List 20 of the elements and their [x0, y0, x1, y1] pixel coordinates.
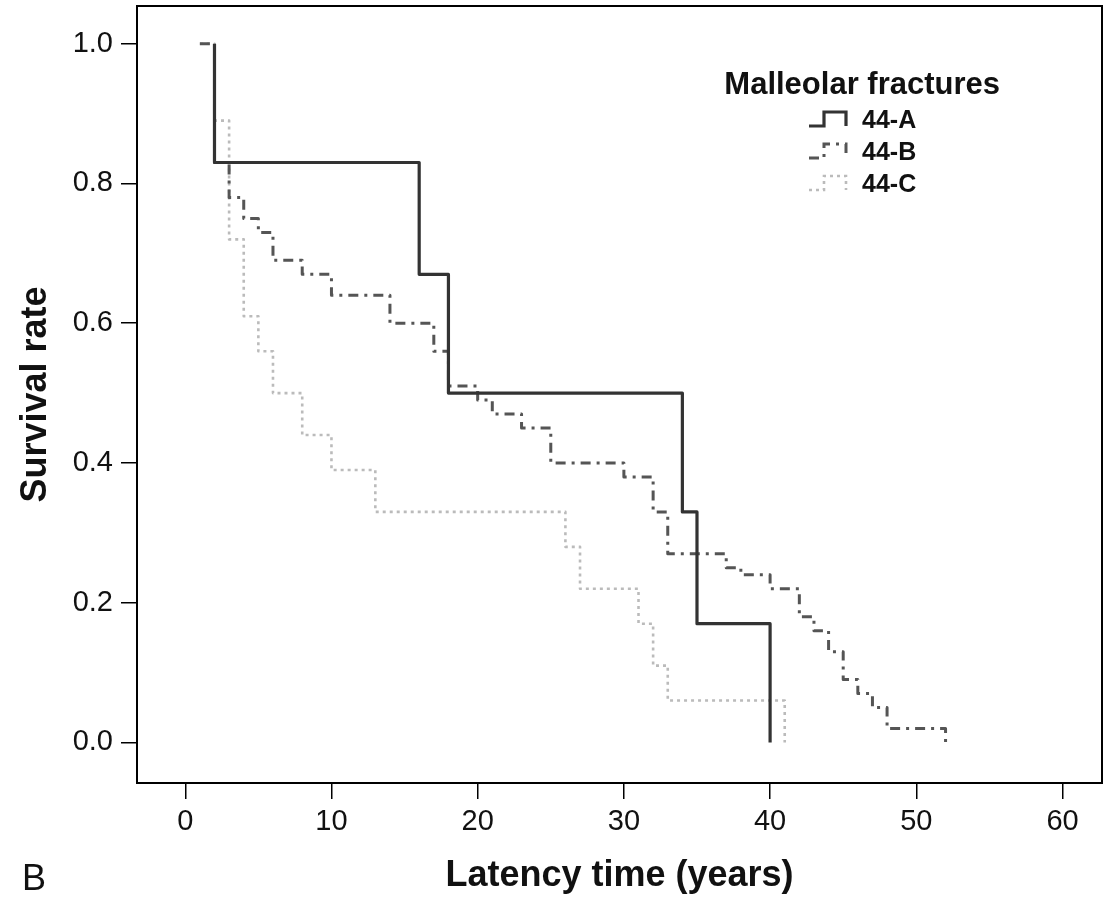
y-axis-title: Survival rate [12, 286, 54, 503]
y-tick-label: 0.8 [72, 165, 113, 198]
y-tick-label: 0.2 [72, 584, 113, 617]
x-tick-label: 40 [753, 804, 787, 837]
x-tick-label: 60 [1046, 804, 1079, 837]
x-tick-label: 20 [461, 804, 494, 837]
x-tick-label: 0 [177, 804, 194, 837]
legend-label: 44-B [862, 136, 917, 166]
x-tick-label: 30 [607, 804, 641, 837]
y-tick-label: 1.0 [72, 25, 113, 58]
text: B [22, 857, 47, 898]
x-axis-title: Latency time (years) [445, 853, 794, 895]
y-tick-label: 0.4 [72, 444, 113, 477]
legend-label: 44-A [862, 104, 917, 134]
x-tick-label: 10 [315, 804, 348, 837]
y-tick-label: 0.0 [72, 724, 113, 757]
y-tick-label: 0.6 [72, 305, 113, 338]
legend-title: Malleolar fractures [724, 66, 1000, 102]
legend-label: 44-C [862, 168, 917, 198]
x-tick-label: 50 [900, 804, 933, 837]
